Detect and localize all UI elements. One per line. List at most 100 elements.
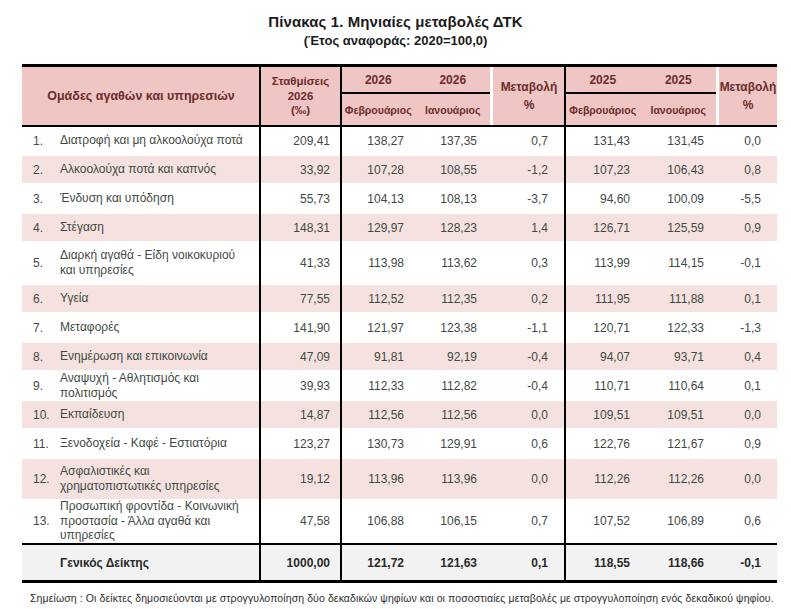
header-change-2025-line1: Μεταβολή xyxy=(720,78,777,96)
cell-jan-2026: 137,35 xyxy=(418,127,490,154)
cell-change-2026: 0,2 xyxy=(490,285,565,312)
cell-change-2025: 0,9 xyxy=(716,214,777,241)
cell-jan-2025: 111,88 xyxy=(642,285,716,312)
row-number: 11. xyxy=(22,437,60,451)
header-2026-group: 2026 2026 Φεβρουάριος Ιανουάριος xyxy=(341,67,490,125)
row-label: Διαρκή αγαθά - Είδη νοικοκυριού και υπηρ… xyxy=(60,248,260,277)
row-number: 2. xyxy=(22,163,60,177)
cell-feb-2025: 94,60 xyxy=(565,185,642,212)
cell-jan-2026: 92,19 xyxy=(418,343,490,370)
cell-feb-2025: 118,55 xyxy=(565,545,642,580)
cell-change-2025: 0,0 xyxy=(716,459,777,499)
header-year-2025-feb: 2025 xyxy=(565,67,641,92)
header-month-jan-2026: Ιανουάριος xyxy=(416,94,491,125)
cell-weight: 148,31 xyxy=(260,214,341,241)
page-title: Πίνακας 1. Μηνιαίες μεταβολές ΔΤΚ xyxy=(0,13,791,30)
cell-feb-2025: 107,23 xyxy=(565,156,642,183)
cell-jan-2026: 108,13 xyxy=(418,185,490,212)
cell-feb-2026: 121,97 xyxy=(341,314,418,341)
header-change-2026: Μεταβολή % xyxy=(490,67,565,125)
cell-weight: 55,73 xyxy=(260,185,341,212)
cell-change-2026: 0,1 xyxy=(490,545,565,580)
row-number: 4. xyxy=(22,221,60,235)
cell-feb-2025: 107,52 xyxy=(565,501,642,541)
cell-jan-2026: 121,63 xyxy=(418,545,490,580)
cell-change-2025: 0,1 xyxy=(716,372,777,399)
cell-feb-2025: 131,43 xyxy=(565,127,642,154)
cell-change-2026: 0,0 xyxy=(490,401,565,428)
header-year-2025-jan: 2025 xyxy=(641,67,717,92)
row-number: 9. xyxy=(22,379,60,393)
cell-change-2025: -5,5 xyxy=(716,185,777,212)
header-2026-months: Φεβρουάριος Ιανουάριος xyxy=(341,94,490,125)
row-label: Διατροφή και μη αλκοολούχα ποτά xyxy=(60,133,260,148)
cell-jan-2026: 113,62 xyxy=(418,243,490,283)
cell-feb-2026: 104,13 xyxy=(341,185,418,212)
column-divider xyxy=(259,67,261,580)
cell-change-2025: -0,1 xyxy=(716,243,777,283)
cell-jan-2025: 122,33 xyxy=(642,314,716,341)
cell-feb-2025: 94,07 xyxy=(565,343,642,370)
row-label: Αναψυχή - Αθλητισμός και πολιτισμός xyxy=(60,371,260,400)
header-change-2026-line2: % xyxy=(524,96,535,114)
header-2025-years: 2025 2025 xyxy=(565,67,716,94)
table-header: Ομάδες αγαθών και υπηρεσιών Σταθμίσεις 2… xyxy=(22,67,777,127)
cell-change-2026: -1,2 xyxy=(490,156,565,183)
column-divider xyxy=(340,67,342,580)
row-label: Ένδυση και υπόδηση xyxy=(60,191,260,206)
cell-jan-2025: 106,43 xyxy=(642,156,716,183)
cell-feb-2025: 112,26 xyxy=(565,459,642,499)
cell-change-2025: 0,8 xyxy=(716,156,777,183)
cell-jan-2026: 112,56 xyxy=(418,401,490,428)
header-month-feb-2026: Φεβρουάριος xyxy=(341,94,416,125)
table-row: 13. Προσωπική φροντίδα - Κοινωνική προστ… xyxy=(22,501,777,543)
cell-change-2025: 0,1 xyxy=(716,285,777,312)
table-body: 1. Διατροφή και μη αλκοολούχα ποτά 209,4… xyxy=(22,127,777,580)
cell-change-2026: -3,7 xyxy=(490,185,565,212)
row-label: Προσωπική φροντίδα - Κοινωνική προστασία… xyxy=(60,499,260,543)
row-number: 1. xyxy=(22,134,60,148)
row-number: 10. xyxy=(22,408,60,422)
header-change-2026-line1: Μεταβολή xyxy=(501,78,558,96)
header-month-feb-2025: Φεβρουάριος xyxy=(565,94,641,125)
cell-weight: 141,90 xyxy=(260,314,341,341)
cell-change-2025: -1,3 xyxy=(716,314,777,341)
cell-weight: 77,55 xyxy=(260,285,341,312)
page: Πίνακας 1. Μηνιαίες μεταβολές ΔΤΚ (Έτος … xyxy=(0,13,791,604)
header-year-2026-feb: 2026 xyxy=(341,67,416,92)
header-weights-line1: Σταθμίσεις xyxy=(272,74,330,89)
cell-feb-2026: 112,33 xyxy=(341,372,418,399)
cell-jan-2025: 121,67 xyxy=(642,430,716,457)
cell-change-2026: -1,1 xyxy=(490,314,565,341)
row-label: Στέγαση xyxy=(60,220,260,235)
header-2026-years: 2026 2026 xyxy=(341,67,490,94)
cell-feb-2026: 113,98 xyxy=(341,243,418,283)
cell-feb-2026: 112,56 xyxy=(341,401,418,428)
cell-change-2026: 0,7 xyxy=(490,127,565,154)
cell-jan-2025: 106,89 xyxy=(642,501,716,541)
header-change-2025: Μεταβολή % xyxy=(716,67,777,125)
row-label: Ξενοδοχεία - Καφέ - Εστιατόρια xyxy=(60,436,260,451)
cell-jan-2026: 112,35 xyxy=(418,285,490,312)
cell-change-2026: 0,7 xyxy=(490,501,565,541)
cell-feb-2025: 111,95 xyxy=(565,285,642,312)
header-weights: Σταθμίσεις 2026 (‰) xyxy=(260,67,341,125)
cell-feb-2026: 121,72 xyxy=(341,545,418,580)
cell-feb-2026: 106,88 xyxy=(341,501,418,541)
cell-jan-2025: 131,45 xyxy=(642,127,716,154)
cpi-table: Ομάδες αγαθών και υπηρεσιών Σταθμίσεις 2… xyxy=(22,64,777,583)
cell-change-2026: -0,4 xyxy=(490,372,565,399)
cell-change-2026: -0,4 xyxy=(490,343,565,370)
cell-change-2026: 0,3 xyxy=(490,243,565,283)
table-row: 4. Στέγαση 148,31 129,97 128,23 1,4 126,… xyxy=(22,214,777,243)
row-label: Μεταφορές xyxy=(60,320,260,335)
header-groups: Ομάδες αγαθών και υπηρεσιών xyxy=(22,67,260,125)
header-weights-line2: 2026 xyxy=(288,89,314,104)
table-row: 8. Ενημέρωση και επικοινωνία 47,09 91,81… xyxy=(22,343,777,372)
cell-feb-2026: 107,28 xyxy=(341,156,418,183)
row-label: Αλκοολούχα ποτά και καπνός xyxy=(60,162,260,177)
row-number: 3. xyxy=(22,192,60,206)
cell-jan-2026: 113,96 xyxy=(418,459,490,499)
cell-change-2026: 0,0 xyxy=(490,459,565,499)
cell-jan-2026: 112,82 xyxy=(418,372,490,399)
